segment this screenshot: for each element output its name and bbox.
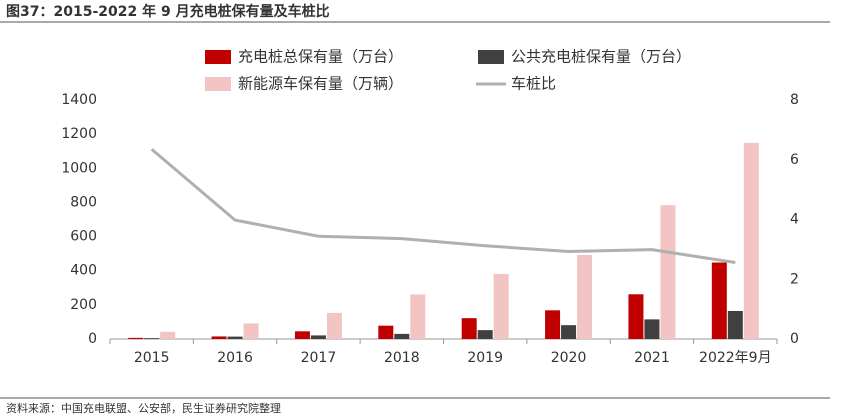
bar (211, 336, 227, 339)
y-tick-label: 1400 (61, 92, 97, 108)
bar (243, 323, 259, 339)
chart-title: 图37：2015-2022 年 9 月充电桩保有量及车桩比 (6, 3, 330, 20)
bar (394, 333, 410, 339)
y2-tick-label: 0 (790, 331, 799, 347)
bar (378, 325, 394, 339)
bar (545, 310, 561, 339)
bar (410, 294, 426, 339)
y2-tick-label: 4 (790, 212, 799, 228)
bar (461, 318, 477, 339)
legend-swatch (205, 77, 231, 91)
bar (577, 255, 593, 339)
bar (644, 319, 660, 339)
line-series (150, 148, 736, 265)
x-tick-label: 2019 (467, 350, 503, 366)
y2-tick-label: 2 (790, 271, 799, 287)
legend-swatch (478, 50, 504, 64)
x-tick-label: 2015 (134, 350, 170, 366)
y2-tick-label: 6 (790, 152, 799, 168)
bar (711, 262, 727, 339)
y-tick-label: 400 (70, 263, 97, 279)
bar (660, 205, 676, 339)
y-tick-label: 200 (70, 297, 97, 313)
y-tick-label: 1200 (61, 126, 97, 142)
bar (294, 331, 310, 339)
bar (477, 330, 493, 339)
bar (727, 311, 743, 339)
y-tick-label: 800 (70, 194, 97, 210)
bar (227, 336, 243, 339)
legend-label: 充电桩总保有量（万台） (238, 48, 403, 66)
source-note: 资料来源：中国充电联盟、公安部，民生证券研究院整理 (6, 401, 281, 415)
y2-tick-label: 8 (790, 92, 799, 108)
bar (310, 335, 326, 339)
legend-label: 公共充电桩保有量（万台） (511, 48, 691, 66)
y-tick-label: 600 (70, 229, 97, 245)
legend-label: 新能源车保有量（万辆） (238, 75, 403, 93)
x-tick-label: 2020 (551, 350, 587, 366)
bar (128, 337, 144, 339)
bar (144, 338, 160, 339)
bar (628, 294, 644, 339)
x-tick-label: 2017 (301, 350, 337, 366)
legend-swatch (205, 50, 231, 64)
legend-label: 车桩比 (511, 75, 556, 93)
x-tick-label: 2022年9月 (699, 350, 772, 366)
bar (493, 273, 509, 339)
bar (561, 325, 577, 339)
x-tick-label: 2021 (634, 350, 670, 366)
bar (326, 312, 342, 339)
x-tick-label: 2016 (217, 350, 253, 366)
y-tick-label: 1000 (61, 160, 97, 176)
bar (160, 331, 176, 339)
bar (743, 142, 759, 339)
y-tick-label: 0 (88, 331, 97, 347)
x-tick-label: 2018 (384, 350, 420, 366)
